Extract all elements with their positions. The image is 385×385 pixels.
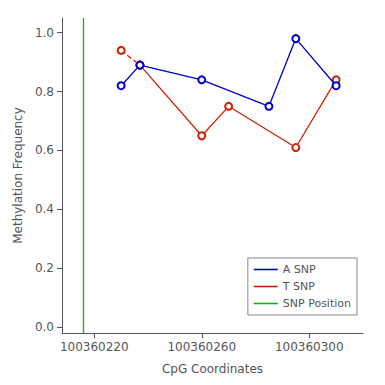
svg-text:T SNP: T SNP <box>282 280 315 293</box>
svg-text:CpG Coordinates: CpG Coordinates <box>162 362 263 376</box>
svg-text:A SNP: A SNP <box>283 263 316 276</box>
svg-text:0.4: 0.4 <box>35 202 54 216</box>
svg-text:100360300: 100360300 <box>275 340 344 354</box>
svg-text:0.0: 0.0 <box>35 320 54 334</box>
svg-text:0.8: 0.8 <box>35 85 54 99</box>
svg-text:SNP Position: SNP Position <box>283 297 351 310</box>
svg-text:1.0: 1.0 <box>35 26 54 40</box>
svg-text:Methylation Frequency: Methylation Frequency <box>11 107 25 244</box>
svg-text:100360260: 100360260 <box>167 340 236 354</box>
svg-text:0.6: 0.6 <box>35 143 54 157</box>
svg-text:0.2: 0.2 <box>35 261 54 275</box>
svg-text:100360220: 100360220 <box>60 340 129 354</box>
